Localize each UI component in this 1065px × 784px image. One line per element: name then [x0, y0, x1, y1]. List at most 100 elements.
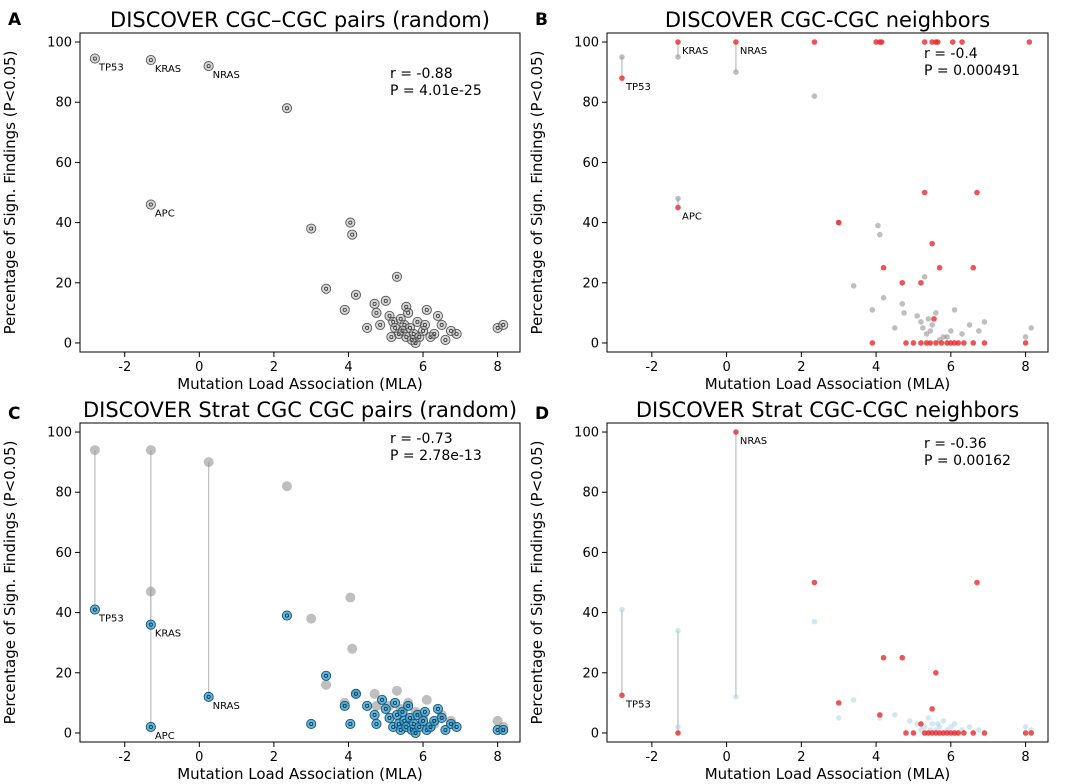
data-point: [733, 694, 739, 700]
data-point: [970, 730, 977, 736]
axes-frame: [79, 32, 521, 353]
y-tick-label: 0: [64, 726, 72, 741]
data-point: [940, 718, 947, 724]
y-tick-label: 0: [591, 336, 599, 351]
data-point: [948, 328, 954, 334]
data-point: [949, 39, 956, 45]
data-point: [918, 279, 924, 286]
data-point: [675, 730, 681, 736]
data-point: [429, 328, 440, 339]
data-point: [376, 694, 388, 705]
x-tick-label: 6: [947, 750, 955, 765]
data-point: [974, 189, 980, 196]
data-point: [399, 319, 410, 330]
data-point-center: [284, 613, 289, 618]
y-tick-label: 100: [47, 36, 72, 51]
axes-frame: [606, 422, 1049, 743]
y-tick-label: 100: [574, 36, 599, 51]
data-point: [306, 223, 317, 234]
data-point-center: [389, 334, 394, 339]
x-axis-label: Mutation Load Association (MLA): [177, 765, 423, 783]
stat-text: r = -0.4: [924, 46, 978, 62]
data-point-center: [421, 718, 426, 723]
data-point: [877, 231, 883, 238]
data-point: [403, 700, 414, 711]
data-point: [899, 279, 906, 286]
data-point: [89, 53, 100, 64]
data-point-center: [383, 706, 388, 711]
data-point: [89, 445, 100, 456]
data-point-center: [378, 322, 383, 327]
axes-frame: [79, 422, 521, 743]
gene-label: TP53: [625, 82, 651, 93]
data-point: [390, 697, 401, 708]
gene-label: KRAS: [155, 629, 181, 640]
data-point: [362, 322, 373, 333]
data-point: [733, 429, 739, 435]
data-point: [934, 721, 941, 727]
x-tick-label: -2: [645, 750, 658, 765]
data-point-center: [309, 721, 314, 726]
data-point: [918, 319, 924, 325]
data-point: [959, 39, 965, 45]
data-point: [675, 724, 681, 730]
data-point: [419, 319, 430, 330]
data-point: [395, 313, 406, 324]
y-tick-label: 20: [582, 666, 599, 681]
data-point: [404, 322, 416, 333]
data-point: [432, 703, 444, 714]
gene-label: NRAS: [740, 436, 767, 447]
panel-letter: D: [535, 404, 549, 424]
data-point-center: [353, 691, 358, 696]
data-point: [281, 103, 292, 114]
y-tick-label: 40: [55, 216, 72, 231]
data-point: [445, 325, 457, 336]
data-point-center: [309, 226, 314, 231]
data-point-center: [365, 703, 370, 708]
data-point: [451, 328, 462, 339]
data-point-center: [206, 64, 211, 69]
data-point-center: [501, 727, 506, 732]
data-point: [933, 669, 939, 676]
data-point: [835, 219, 842, 226]
data-point: [203, 457, 214, 468]
data-point: [921, 189, 928, 196]
gene-label: KRAS: [155, 64, 181, 75]
x-axis-label: Mutation Load Association (MLA): [705, 375, 951, 393]
data-point: [951, 721, 958, 727]
data-point: [869, 307, 876, 313]
data-point: [675, 195, 681, 202]
data-point: [921, 39, 928, 45]
data-point: [923, 331, 930, 337]
data-point: [345, 217, 356, 228]
data-point-center: [454, 724, 459, 729]
data-point: [380, 295, 391, 306]
x-tick-label: -2: [645, 360, 658, 375]
data-point: [339, 304, 350, 315]
data-point: [403, 307, 414, 318]
data-point-center: [324, 286, 329, 291]
data-point: [811, 93, 818, 99]
data-point: [440, 334, 451, 346]
data-point-center: [432, 331, 437, 336]
data-point-center: [417, 334, 422, 339]
data-point: [903, 340, 909, 346]
data-point-center: [342, 703, 347, 708]
data-point: [145, 445, 156, 456]
data-point-center: [435, 313, 440, 318]
data-point: [347, 643, 358, 654]
data-point: [339, 700, 350, 711]
data-point-center: [387, 313, 392, 318]
stat-text: P = 0.00162: [924, 453, 1011, 469]
data-point: [981, 730, 988, 736]
data-point: [976, 727, 982, 733]
data-point: [203, 691, 214, 702]
stat-text: r = -0.88: [390, 66, 453, 82]
data-point-center: [92, 56, 97, 61]
data-point: [933, 340, 939, 346]
data-point: [675, 204, 681, 211]
data-point: [410, 337, 421, 349]
data-point: [835, 700, 842, 706]
gene-label: TP53: [98, 63, 124, 74]
